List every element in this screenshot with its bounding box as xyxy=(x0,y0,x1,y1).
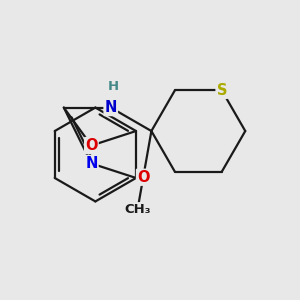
Text: N: N xyxy=(85,156,98,171)
Text: CH₃: CH₃ xyxy=(124,203,151,216)
Text: H: H xyxy=(107,80,118,93)
Text: O: O xyxy=(85,138,98,153)
Text: N: N xyxy=(105,100,117,115)
Text: S: S xyxy=(217,83,227,98)
Text: O: O xyxy=(137,170,149,185)
